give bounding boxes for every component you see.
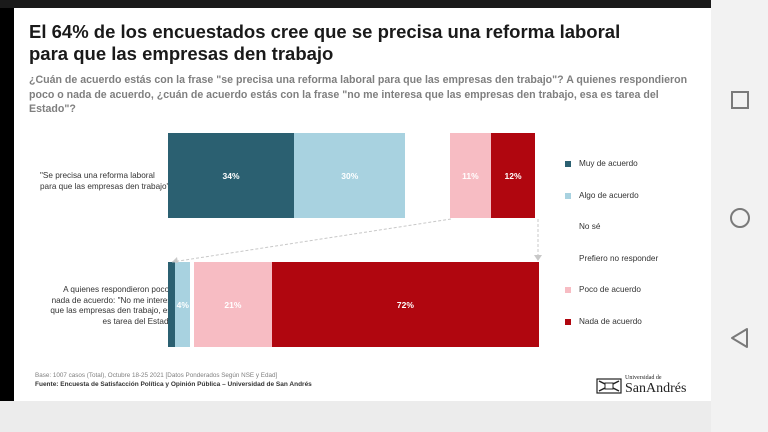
row-label-line: es tarea del Estado" [102, 316, 176, 326]
bar-segment-nada-de-acuerdo: 72% [271, 262, 539, 347]
bar-segment-algo-de-acuerdo: 30% [294, 133, 406, 218]
seal-icon [596, 377, 622, 394]
legend-label: Algo de acuerdo [579, 191, 639, 200]
bar-segment-nada-de-acuerdo: 12% [490, 133, 536, 218]
bar-value-label: 30% [341, 170, 359, 181]
row-label-line: "Se precisa una reforma laboral [40, 171, 155, 180]
home-button[interactable] [728, 206, 752, 230]
subtitle-line: poco o nada de acuerdo, ¿cuán de acuerdo… [29, 88, 659, 101]
legend-label: No sé [579, 222, 601, 231]
legend-item: Muy de acuerdo [565, 159, 638, 168]
bar-segment-prefiero-no-responder [446, 133, 450, 218]
logo-small-text: Universidad de [625, 375, 662, 381]
bar-value-label: 12% [504, 170, 522, 181]
legend-swatch [565, 192, 571, 199]
row-label-estado: A quienes respondieron poco o nada de ac… [34, 285, 176, 327]
connector-arrow-right [534, 255, 542, 261]
bar-value-label: 34% [222, 170, 240, 181]
university-logo: Universidad de SanAndrés [596, 375, 686, 396]
subtitle-line: Estado"? [29, 103, 76, 115]
square-icon [731, 91, 749, 109]
slide-subtitle: ¿Cuán de acuerdo estás con la frase "se … [29, 73, 699, 117]
row-label-line: para que las empresas den trabajo" [40, 181, 170, 191]
bar-value-label: 72% [396, 299, 414, 310]
row-label-reforma: "Se precisa una reforma laboral para que… [40, 171, 180, 192]
bar-segment-algo-de-acuerdo: 4% [175, 262, 191, 347]
back-triangle-icon [731, 328, 748, 348]
presentation-slide: El 64% de los encuestados cree que se pr… [14, 8, 711, 401]
bar-value-label: 11% [462, 170, 479, 181]
legend-item: Prefiero no responder [565, 254, 658, 263]
footer-source: Fuente: Encuesta de Satisfacción Polític… [35, 381, 312, 388]
bar-segment-prefiero-no-responder [190, 262, 194, 347]
connector-line-left [171, 218, 452, 263]
bottom-bar [0, 401, 711, 432]
status-bar [0, 0, 768, 8]
legend-label: Nada de acuerdo [579, 317, 642, 326]
title-line: El 64% de los encuestados cree que se pr… [29, 21, 621, 42]
recent-apps-button[interactable] [728, 88, 752, 112]
legend-item: Algo de acuerdo [565, 191, 639, 200]
title-line: para que las empresas den trabajo [29, 43, 334, 64]
legend-swatch [565, 223, 571, 230]
legend-label: Prefiero no responder [579, 254, 659, 263]
bar-segment-poco-de-acuerdo: 21% [193, 262, 272, 347]
back-button[interactable] [728, 326, 752, 350]
legend-swatch [565, 286, 571, 293]
row-label-line: A quienes respondieron poco o [63, 285, 176, 294]
slide-title: El 64% de los encuestados cree que se pr… [29, 21, 689, 65]
legend-swatch [565, 255, 571, 262]
legend-swatch [565, 160, 571, 167]
row-label-line: nada de acuerdo: "No me interesa [51, 295, 176, 305]
bar-segment-muy-de-acuerdo: 34% [168, 133, 295, 218]
bar-segment-no-s- [405, 133, 447, 218]
legend-label: Poco de acuerdo [579, 285, 641, 294]
legend-item: Nada de acuerdo [565, 317, 642, 326]
subtitle-line: ¿Cuán de acuerdo estás con la frase "se … [29, 74, 688, 86]
logo-big-text: SanAndrés [625, 381, 687, 396]
legend-label: Muy de acuerdo [579, 159, 638, 168]
legend-swatch [565, 318, 571, 325]
bar-segment-poco-de-acuerdo: 11% [449, 133, 491, 218]
bar-value-label: 21% [224, 299, 242, 310]
footer-base: Base: 1007 casos (Total), Octubre 18-25 … [35, 372, 278, 379]
legend-item: Poco de acuerdo [565, 285, 641, 294]
circle-icon [730, 208, 750, 228]
row-label-line: que las empresas den trabajo, esa [50, 306, 176, 315]
legend-item: No sé [565, 222, 600, 231]
android-nav-bar [711, 0, 768, 432]
bar-value-label: 4% [176, 299, 189, 310]
bar-segment-muy-de-acuerdo [168, 262, 176, 347]
